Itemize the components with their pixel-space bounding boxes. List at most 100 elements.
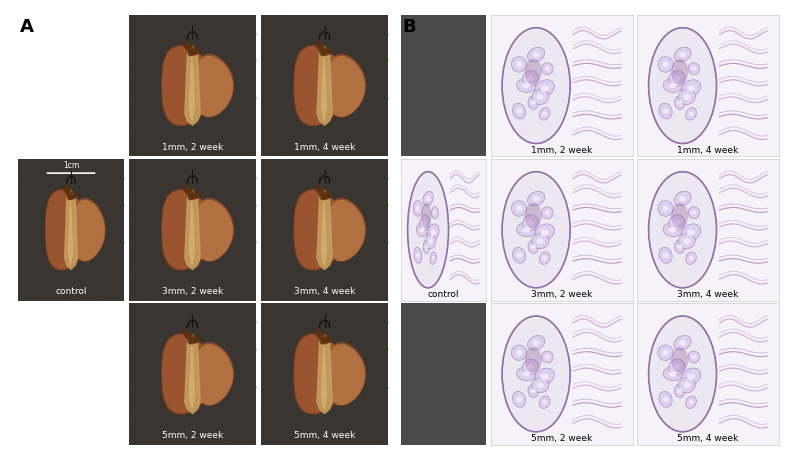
Ellipse shape bbox=[683, 94, 690, 100]
Text: 1mm, 4 week: 1mm, 4 week bbox=[678, 146, 739, 155]
Ellipse shape bbox=[516, 397, 522, 402]
Ellipse shape bbox=[540, 85, 549, 91]
Ellipse shape bbox=[535, 368, 555, 385]
Ellipse shape bbox=[686, 108, 697, 120]
Ellipse shape bbox=[516, 108, 522, 114]
Ellipse shape bbox=[323, 192, 331, 199]
Ellipse shape bbox=[679, 378, 695, 393]
Ellipse shape bbox=[317, 44, 325, 51]
Ellipse shape bbox=[431, 229, 436, 236]
Ellipse shape bbox=[679, 89, 695, 105]
Ellipse shape bbox=[327, 48, 333, 55]
Ellipse shape bbox=[423, 240, 429, 253]
Ellipse shape bbox=[691, 211, 696, 215]
Ellipse shape bbox=[516, 61, 522, 67]
Ellipse shape bbox=[682, 224, 701, 241]
Ellipse shape bbox=[426, 196, 430, 201]
Ellipse shape bbox=[317, 188, 325, 195]
Ellipse shape bbox=[530, 101, 536, 105]
Ellipse shape bbox=[658, 345, 673, 360]
Ellipse shape bbox=[511, 201, 527, 216]
Text: 5mm, 4 week: 5mm, 4 week bbox=[678, 434, 739, 443]
Ellipse shape bbox=[189, 338, 197, 344]
Ellipse shape bbox=[416, 253, 420, 258]
Ellipse shape bbox=[327, 192, 333, 199]
Ellipse shape bbox=[658, 57, 673, 72]
Polygon shape bbox=[163, 47, 212, 124]
Polygon shape bbox=[327, 201, 365, 260]
Ellipse shape bbox=[674, 364, 680, 370]
Ellipse shape bbox=[525, 347, 542, 373]
Ellipse shape bbox=[432, 207, 439, 219]
Ellipse shape bbox=[669, 227, 676, 233]
Polygon shape bbox=[46, 190, 88, 270]
Ellipse shape bbox=[517, 223, 536, 237]
Ellipse shape bbox=[674, 191, 691, 206]
Ellipse shape bbox=[533, 196, 540, 201]
Ellipse shape bbox=[675, 96, 685, 109]
Ellipse shape bbox=[414, 248, 422, 263]
Ellipse shape bbox=[511, 345, 527, 360]
Polygon shape bbox=[195, 343, 234, 405]
Ellipse shape bbox=[537, 382, 544, 388]
Ellipse shape bbox=[659, 103, 672, 119]
Ellipse shape bbox=[513, 103, 525, 119]
Text: 1mm, 2 week: 1mm, 2 week bbox=[162, 143, 223, 152]
Ellipse shape bbox=[659, 391, 672, 407]
Polygon shape bbox=[317, 334, 332, 414]
Ellipse shape bbox=[327, 337, 333, 343]
Ellipse shape bbox=[516, 350, 522, 356]
Polygon shape bbox=[327, 345, 365, 404]
Ellipse shape bbox=[68, 193, 75, 200]
Ellipse shape bbox=[315, 329, 321, 337]
Ellipse shape bbox=[663, 367, 682, 381]
Ellipse shape bbox=[320, 193, 329, 200]
Ellipse shape bbox=[73, 192, 78, 199]
Ellipse shape bbox=[528, 96, 539, 109]
Polygon shape bbox=[196, 201, 232, 260]
Polygon shape bbox=[195, 55, 234, 116]
Ellipse shape bbox=[671, 347, 688, 373]
Ellipse shape bbox=[421, 203, 432, 228]
Polygon shape bbox=[317, 46, 332, 125]
Ellipse shape bbox=[522, 83, 530, 88]
Ellipse shape bbox=[662, 108, 669, 114]
Ellipse shape bbox=[417, 223, 428, 237]
Ellipse shape bbox=[688, 63, 700, 75]
Ellipse shape bbox=[194, 48, 200, 55]
Ellipse shape bbox=[688, 351, 700, 363]
Ellipse shape bbox=[516, 206, 522, 212]
Ellipse shape bbox=[315, 185, 321, 193]
Ellipse shape bbox=[658, 201, 673, 216]
Polygon shape bbox=[317, 190, 332, 269]
Polygon shape bbox=[295, 335, 344, 413]
Ellipse shape bbox=[191, 336, 198, 343]
Ellipse shape bbox=[683, 382, 690, 388]
Ellipse shape bbox=[194, 337, 200, 343]
Ellipse shape bbox=[517, 367, 536, 381]
Ellipse shape bbox=[686, 396, 697, 409]
Ellipse shape bbox=[522, 215, 539, 231]
Polygon shape bbox=[47, 191, 88, 268]
Ellipse shape bbox=[659, 248, 672, 263]
Ellipse shape bbox=[191, 192, 198, 199]
Ellipse shape bbox=[542, 351, 553, 363]
Ellipse shape bbox=[675, 240, 685, 253]
Text: 3mm, 2 week: 3mm, 2 week bbox=[531, 290, 593, 299]
Polygon shape bbox=[162, 46, 213, 126]
Ellipse shape bbox=[542, 256, 548, 260]
Ellipse shape bbox=[527, 364, 533, 370]
Polygon shape bbox=[295, 191, 344, 268]
Ellipse shape bbox=[679, 233, 695, 249]
Ellipse shape bbox=[540, 396, 550, 409]
Ellipse shape bbox=[408, 172, 448, 288]
Text: 1mm, 2 week: 1mm, 2 week bbox=[531, 146, 593, 155]
Ellipse shape bbox=[194, 192, 200, 199]
Ellipse shape bbox=[674, 76, 680, 81]
Ellipse shape bbox=[671, 203, 688, 228]
Ellipse shape bbox=[69, 192, 76, 199]
Ellipse shape bbox=[687, 229, 695, 236]
Ellipse shape bbox=[540, 108, 550, 120]
Ellipse shape bbox=[416, 206, 420, 212]
Polygon shape bbox=[327, 56, 365, 116]
